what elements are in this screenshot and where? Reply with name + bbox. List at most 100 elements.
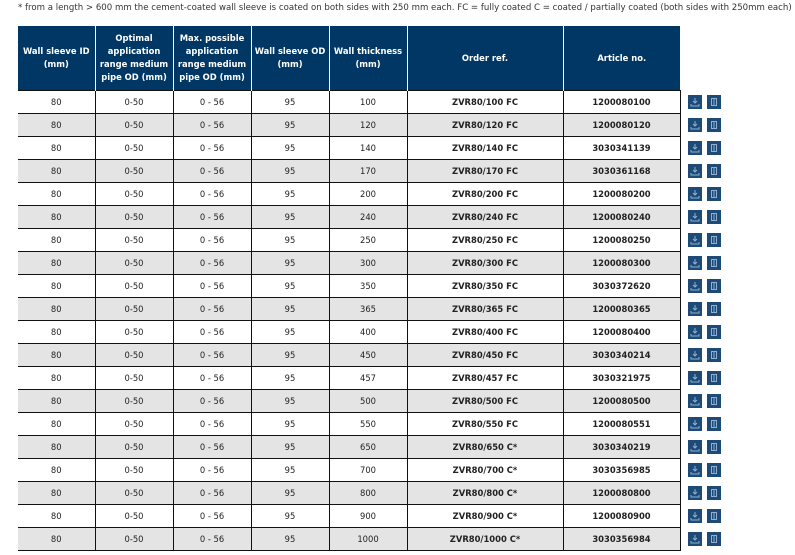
cell-article-no: 1200080800	[562, 481, 681, 505]
cell-article-no: 3030340214	[562, 343, 681, 367]
cell-wall-sleeve-od: 95	[250, 435, 329, 459]
header-wall-sleeve-id: Wall sleeve ID (mm)	[18, 26, 95, 91]
datasheet-icon[interactable]	[707, 186, 721, 201]
download-icon[interactable]	[688, 462, 702, 477]
datasheet-icon[interactable]	[707, 163, 721, 178]
cell-wall-thickness: 700	[328, 458, 407, 482]
cell-optimal-range: 0-50	[94, 159, 173, 183]
header-wall-sleeve-od: Wall sleeve OD (mm)	[250, 26, 329, 91]
cell-optimal-range: 0-50	[94, 504, 173, 528]
cell-max-range: 0 - 56	[172, 481, 251, 505]
table-row: 80 0-50 0 - 56 95 365 ZVR80/365 FC 1200080365	[18, 297, 681, 321]
row-action-group	[688, 113, 721, 136]
cell-order-ref: ZVR80/800 C*	[406, 481, 563, 505]
table-row: 80 0-50 0 - 56 95 120 ZVR80/120 FC 1200080120	[18, 113, 681, 137]
download-icon[interactable]	[688, 508, 702, 523]
datasheet-icon[interactable]	[707, 232, 721, 247]
cell-max-range: 0 - 56	[172, 136, 251, 160]
table-row: 80 0-50 0 - 56 95 300 ZVR80/300 FC 1200080300	[18, 251, 681, 275]
download-icon[interactable]	[688, 278, 702, 293]
row-action-group	[688, 274, 721, 297]
download-icon[interactable]	[688, 117, 702, 132]
cell-max-range: 0 - 56	[172, 366, 251, 390]
download-icon[interactable]	[688, 301, 702, 316]
datasheet-icon[interactable]	[707, 462, 721, 477]
download-icon[interactable]	[688, 209, 702, 224]
product-table: Wall sleeve ID (mm) Optimal application r…	[18, 26, 681, 551]
cell-wall-thickness: 350	[328, 274, 407, 298]
table-row: 80 0-50 0 - 56 95 170 ZVR80/170 FC 3030361168	[18, 159, 681, 183]
datasheet-icon[interactable]	[707, 255, 721, 270]
table-row: 80 0-50 0 - 56 95 450 ZVR80/450 FC 3030340214	[18, 343, 681, 367]
datasheet-icon[interactable]	[707, 117, 721, 132]
download-icon[interactable]	[688, 347, 702, 362]
cell-wall-thickness: 400	[328, 320, 407, 344]
header-optimal-range: Optimal application range medium pipe OD…	[94, 26, 173, 91]
cell-article-no: 1200080100	[562, 90, 681, 114]
cell-order-ref: ZVR80/900 C*	[406, 504, 563, 528]
datasheet-icon[interactable]	[707, 301, 721, 316]
datasheet-icon[interactable]	[707, 416, 721, 431]
datasheet-icon[interactable]	[707, 485, 721, 500]
cell-wall-sleeve-od: 95	[250, 527, 329, 551]
table-row: 80 0-50 0 - 56 95 650 ZVR80/650 C* 3030340219	[18, 435, 681, 459]
cell-wall-thickness: 800	[328, 481, 407, 505]
datasheet-icon[interactable]	[707, 531, 721, 546]
datasheet-icon[interactable]	[707, 370, 721, 385]
cell-order-ref: ZVR80/450 FC	[406, 343, 563, 367]
cell-wall-sleeve-id: 80	[18, 251, 95, 275]
cell-article-no: 1200080200	[562, 182, 681, 206]
download-icon[interactable]	[688, 416, 702, 431]
cell-optimal-range: 0-50	[94, 435, 173, 459]
datasheet-icon[interactable]	[707, 508, 721, 523]
download-icon[interactable]	[688, 232, 702, 247]
cell-wall-sleeve-od: 95	[250, 320, 329, 344]
download-icon[interactable]	[688, 439, 702, 454]
cell-wall-sleeve-id: 80	[18, 228, 95, 252]
cell-optimal-range: 0-50	[94, 343, 173, 367]
download-icon[interactable]	[688, 186, 702, 201]
cell-wall-sleeve-id: 80	[18, 458, 95, 482]
download-icon[interactable]	[688, 163, 702, 178]
cell-order-ref: ZVR80/700 C*	[406, 458, 563, 482]
cell-optimal-range: 0-50	[94, 136, 173, 160]
download-icon[interactable]	[688, 485, 702, 500]
cell-max-range: 0 - 56	[172, 435, 251, 459]
cell-order-ref: ZVR80/100 FC	[406, 90, 563, 114]
download-icon[interactable]	[688, 255, 702, 270]
datasheet-icon[interactable]	[707, 94, 721, 109]
cell-optimal-range: 0-50	[94, 228, 173, 252]
datasheet-icon[interactable]	[707, 439, 721, 454]
cell-article-no: 3030356985	[562, 458, 681, 482]
cell-article-no: 1200080250	[562, 228, 681, 252]
cell-max-range: 0 - 56	[172, 389, 251, 413]
cell-optimal-range: 0-50	[94, 412, 173, 436]
download-icon[interactable]	[688, 324, 702, 339]
cell-wall-thickness: 120	[328, 113, 407, 137]
download-icon[interactable]	[688, 393, 702, 408]
cell-article-no: 3030341139	[562, 136, 681, 160]
cell-max-range: 0 - 56	[172, 228, 251, 252]
download-icon[interactable]	[688, 531, 702, 546]
cell-wall-thickness: 550	[328, 412, 407, 436]
cell-wall-sleeve-od: 95	[250, 113, 329, 137]
cell-article-no: 3030321975	[562, 366, 681, 390]
cell-wall-sleeve-id: 80	[18, 343, 95, 367]
download-icon[interactable]	[688, 94, 702, 109]
row-action-group	[688, 320, 721, 343]
cell-order-ref: ZVR80/200 FC	[406, 182, 563, 206]
datasheet-icon[interactable]	[707, 278, 721, 293]
cell-optimal-range: 0-50	[94, 389, 173, 413]
datasheet-icon[interactable]	[707, 209, 721, 224]
datasheet-icon[interactable]	[707, 393, 721, 408]
cell-optimal-range: 0-50	[94, 366, 173, 390]
datasheet-icon[interactable]	[707, 140, 721, 155]
download-icon[interactable]	[688, 140, 702, 155]
cell-max-range: 0 - 56	[172, 458, 251, 482]
cell-order-ref: ZVR80/300 FC	[406, 251, 563, 275]
cell-wall-sleeve-od: 95	[250, 205, 329, 229]
datasheet-icon[interactable]	[707, 347, 721, 362]
download-icon[interactable]	[688, 370, 702, 385]
datasheet-icon[interactable]	[707, 324, 721, 339]
cell-max-range: 0 - 56	[172, 90, 251, 114]
